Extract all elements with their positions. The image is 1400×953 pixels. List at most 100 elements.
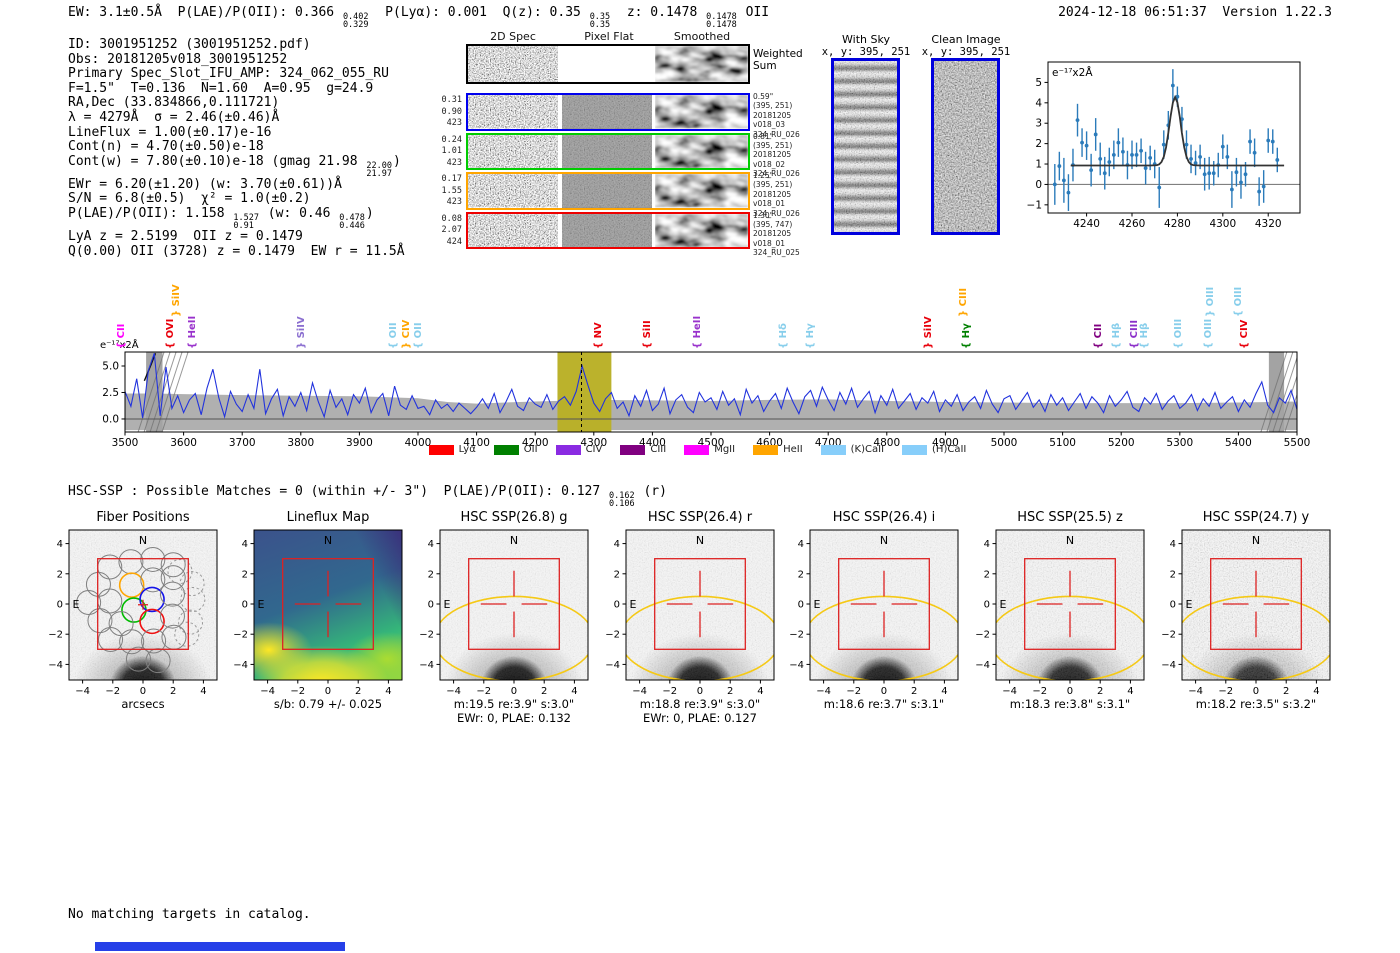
legend-item: Lyα	[428, 444, 476, 455]
summary-header-line: EW: 3.1±0.5Å P(LAE)/P(OII): 0.366 0.402 0…	[68, 5, 770, 30]
fiber-weight-label: 423	[446, 118, 462, 128]
svg-text:4: 4	[1035, 97, 1042, 109]
info-line-5: RA,Dec (33.834866,0.111721)	[68, 95, 280, 111]
fiber-weight-label: 0.17	[441, 174, 462, 184]
svg-text:3700: 3700	[229, 437, 256, 449]
legend-item: MgII	[684, 444, 735, 455]
svg-text:0: 0	[511, 686, 517, 697]
svg-text:−4: −4	[48, 660, 63, 671]
compass-north-label: N	[880, 534, 888, 547]
spec2d-flat-image	[562, 95, 652, 129]
spec2d-flat-blank	[562, 46, 652, 82]
info-line-2: Obs: 20181205v018_3001951252	[68, 51, 288, 67]
svg-text:4: 4	[242, 539, 248, 550]
svg-text:−2: −2	[290, 686, 305, 697]
fiber-id-label: 20181205	[753, 110, 792, 120]
info-line-1: ID: 3001951252 (3001951252.pdf)	[68, 37, 311, 52]
legend-item: HeII	[753, 444, 803, 455]
svg-text:−2: −2	[48, 630, 63, 641]
svg-text:2: 2	[614, 569, 620, 580]
legend-label: (H)CaII	[932, 444, 967, 455]
legend-item: CIV	[555, 444, 603, 455]
svg-text:4: 4	[757, 686, 763, 697]
svg-text:2: 2	[541, 686, 547, 697]
svg-text:−2: −2	[789, 630, 804, 641]
svg-text:0: 0	[984, 599, 990, 610]
cutout-panel: HSC SSP(24.7) y N E −4 −4 −2 −2 0 0 2 2 4 4 m:18.2 re…	[1154, 508, 1358, 728]
legend-label: CIV	[585, 444, 603, 455]
info-line-11: S/N = 6.8(±0.5) χ² = 1.0(±0.2)	[68, 191, 311, 207]
spec2d-flat-image	[562, 174, 652, 208]
sup-sub-value: 0.1478 0.1478	[706, 12, 737, 30]
spec2d-row	[466, 132, 750, 170]
emission-line-label: { OII	[413, 322, 425, 349]
fiber-weight-label: 1.55	[441, 185, 462, 196]
panel-caption: EWr: 0, PLAE: 0.127	[643, 711, 757, 725]
svg-text:4300: 4300	[580, 437, 607, 449]
cutout-panel: Fiber Positions N E −4 −4 −2 −2 0 0 2 2 4 4 arcsecs	[41, 508, 245, 728]
fiber-weight-label: 423	[446, 157, 462, 168]
compass-east-label: E	[1186, 598, 1193, 611]
svg-text:−2: −2	[233, 630, 248, 641]
svg-text:5.0: 5.0	[102, 360, 119, 372]
emission-line-label: { HeII	[691, 315, 703, 349]
spec2d-smooth-image	[655, 213, 748, 247]
svg-text:0: 0	[1067, 686, 1073, 697]
emission-line-label: } SiIV	[170, 284, 182, 317]
panel-overlay: N E −4 −4 −2 −2 0 0 2 2 4 4	[48, 529, 218, 697]
spec2d-row-right-labels: 1.25" (395, 251) 20181205 v018_01 324_RU_026	[753, 171, 815, 218]
emission-line-label: { HeII	[187, 315, 199, 349]
panel-caption: arcsecs	[121, 697, 165, 711]
legend-swatch	[753, 444, 779, 455]
legend-swatch	[820, 444, 846, 455]
legend-item: OII	[493, 444, 538, 455]
svg-text:0: 0	[57, 599, 63, 610]
emission-line-label: { Hδ	[777, 323, 789, 349]
svg-text:4200: 4200	[522, 437, 549, 449]
svg-text:4000: 4000	[405, 437, 432, 449]
emission-line-label: { OIII	[1232, 286, 1244, 317]
svg-text:−2: −2	[1218, 686, 1233, 697]
legend-swatch	[620, 444, 646, 455]
fiber-id-label: 20181205	[753, 229, 792, 239]
fiber-id-label: 0.59"	[753, 92, 774, 101]
fiber-id-label: 324_RU_025	[753, 248, 800, 258]
svg-text:2: 2	[911, 686, 917, 697]
compass-north-label: N	[324, 534, 332, 547]
panel-overlay: N E −4 −4 −2 −2 0 0 2 2 4 4	[605, 529, 775, 697]
panel-title: HSC SSP(26.4) i	[832, 510, 936, 525]
svg-text:−1: −1	[1027, 199, 1042, 211]
svg-text:2: 2	[984, 569, 990, 580]
with-sky-title: With Sky	[842, 33, 890, 46]
emission-line-label: { OVI	[164, 318, 176, 349]
emission-line-label: { NV	[592, 322, 604, 349]
fiber-id-label: 1.25"	[753, 171, 774, 180]
svg-text:4260: 4260	[1119, 218, 1146, 228]
fiber-weight-label: 423	[446, 197, 462, 207]
svg-text:4: 4	[1170, 539, 1176, 550]
spec2d-smooth-image	[655, 174, 748, 208]
info-line-10: EWr = 6.20(±1.20) (w: 3.70(±0.61))Å	[68, 176, 342, 192]
emission-line-label: } SiIV	[922, 316, 934, 349]
compass-east-label: E	[258, 598, 265, 611]
svg-text:−4: −4	[1002, 686, 1017, 697]
svg-text:0: 0	[325, 686, 331, 697]
svg-text:2: 2	[355, 686, 361, 697]
with-sky-coords: x, y: 395, 251	[821, 46, 911, 58]
svg-text:5300: 5300	[1166, 437, 1193, 449]
svg-text:−2: −2	[105, 686, 120, 697]
col-header-2d-spec: 2D Spec	[490, 30, 536, 43]
compass-north-label: N	[510, 534, 518, 547]
svg-text:0.0: 0.0	[102, 413, 119, 425]
clean-noise-texture	[934, 61, 997, 232]
sup-sub-value: 0.478 0.446	[339, 212, 365, 231]
svg-text:−2: −2	[975, 630, 990, 641]
svg-text:2: 2	[727, 686, 733, 697]
emission-line-label: } CIV	[400, 319, 412, 349]
spec2d-row	[466, 93, 750, 131]
emission-line-label: { CIV	[1239, 319, 1251, 349]
emission-line-label: { Hγ	[960, 323, 972, 349]
svg-text:−4: −4	[75, 686, 90, 697]
svg-text:−4: −4	[419, 660, 434, 671]
svg-text:−2: −2	[846, 686, 861, 697]
